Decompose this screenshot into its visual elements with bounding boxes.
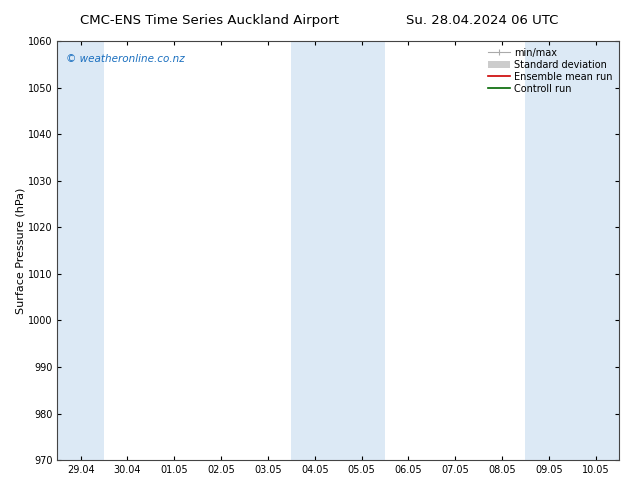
- Y-axis label: Surface Pressure (hPa): Surface Pressure (hPa): [15, 187, 25, 314]
- Bar: [526, 41, 619, 460]
- Bar: [57, 41, 104, 460]
- Legend: min/max, Standard deviation, Ensemble mean run, Controll run: min/max, Standard deviation, Ensemble me…: [486, 46, 614, 96]
- Bar: [291, 41, 385, 460]
- Text: CMC-ENS Time Series Auckland Airport: CMC-ENS Time Series Auckland Airport: [80, 14, 339, 27]
- Text: Su. 28.04.2024 06 UTC: Su. 28.04.2024 06 UTC: [406, 14, 558, 27]
- Text: © weatheronline.co.nz: © weatheronline.co.nz: [66, 53, 184, 64]
